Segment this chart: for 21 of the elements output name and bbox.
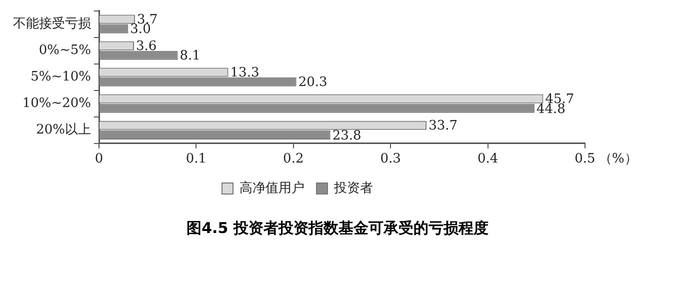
x-tick-label: 0.3 xyxy=(380,152,401,167)
x-tick-label: 0.5 xyxy=(574,152,596,167)
annotation: 33.7 xyxy=(428,118,458,134)
y-tick-label: 20%以上 xyxy=(36,122,91,138)
annotation: 13.3 xyxy=(230,66,260,81)
annotation: 23.8 xyxy=(332,128,362,144)
x-tick-label: 0.2 xyxy=(283,152,304,167)
annotation: 8.1 xyxy=(180,48,200,64)
x-tick-label: 0.1 xyxy=(186,152,207,167)
y-tick-label: 10%~20% xyxy=(22,96,91,111)
x-tick-label: 0 xyxy=(94,152,104,167)
y-tick-label: 不能接受亏损 xyxy=(13,16,91,32)
x-axis-title: （%） xyxy=(599,151,638,166)
y-tick-label: 0%~5% xyxy=(38,42,91,58)
x-tick-label: 0.4 xyxy=(477,152,498,167)
annotation: 3.6 xyxy=(136,39,157,54)
legend-label: 投资者 xyxy=(333,180,373,196)
y-tick-label: 5%~10% xyxy=(30,69,91,84)
text: 图4.5 投资者投资指数基金可承受的亏损程度 xyxy=(186,219,490,238)
annotation: 20.3 xyxy=(298,75,328,90)
legend-label: 高净值用户 xyxy=(240,180,304,196)
